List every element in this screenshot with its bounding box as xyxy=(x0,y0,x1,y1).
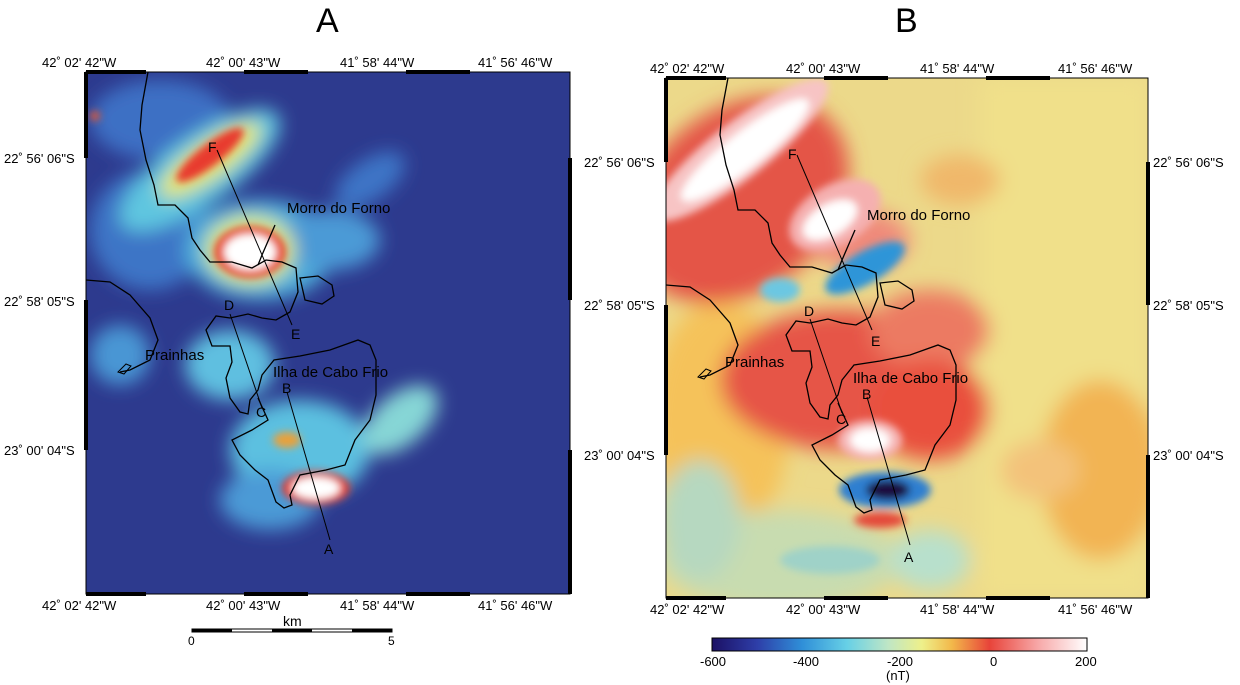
panel-a-anomaly-field xyxy=(86,72,570,594)
a-point-a: A xyxy=(324,541,334,557)
a-lat-left-3: 23˚ 00' 04"S xyxy=(4,443,75,458)
a-point-f: F xyxy=(208,139,217,155)
b-lon-bottom-1: 42˚ 02' 42"W xyxy=(650,602,725,617)
a-lon-bottom-3: 41˚ 58' 44"W xyxy=(340,598,415,613)
b-lon-top-1: 42˚ 02' 42"W xyxy=(650,61,725,76)
a-lon-bottom-2: 42˚ 00' 43"W xyxy=(206,598,281,613)
a-lon-top-3: 41˚ 58' 44"W xyxy=(340,55,415,70)
colorbar-tick-neg200: -200 xyxy=(887,654,914,669)
b-lon-top-2: 42˚ 00' 43"W xyxy=(786,61,861,76)
a-point-b: B xyxy=(282,380,292,396)
scale-bar-unit: km xyxy=(283,613,302,629)
b-label-ilha-de-cabo-frio: Ilha de Cabo Frio xyxy=(853,370,969,387)
b-point-e: E xyxy=(871,333,881,349)
b-label-morro-do-forno: Morro do Forno xyxy=(867,207,971,224)
a-lon-top-2: 42˚ 00' 43"W xyxy=(206,55,281,70)
b-point-d: D xyxy=(804,303,815,319)
a-point-c: C xyxy=(256,404,267,420)
a-lon-top-1: 42˚ 02' 42"W xyxy=(42,55,117,70)
colorbar-tick-neg400: -400 xyxy=(793,654,820,669)
panel-b-anomaly-field xyxy=(666,78,1148,598)
colorbar-tick-200: 200 xyxy=(1075,654,1097,669)
colorbar-tick-0: 0 xyxy=(990,654,998,669)
colorbar-unit: (nT) xyxy=(886,668,910,683)
b-point-f: F xyxy=(788,146,797,162)
b-lon-top-4: 41˚ 56' 46"W xyxy=(1058,61,1133,76)
b-lat-left-2: 22˚ 58' 05"S xyxy=(584,298,655,313)
a-label-prainhas: Prainhas xyxy=(145,347,205,364)
a-lon-bottom-4: 41˚ 56' 46"W xyxy=(478,598,553,613)
a-lat-left-1: 22˚ 56' 06"S xyxy=(4,151,75,166)
a-label-morro-do-forno: Morro do Forno xyxy=(287,200,391,217)
a-lon-top-4: 41˚ 56' 46"W xyxy=(478,55,553,70)
b-lon-bottom-2: 42˚ 00' 43"W xyxy=(786,602,861,617)
a-point-d: D xyxy=(224,297,235,313)
a-point-e: E xyxy=(291,326,301,342)
a-lat-left-2: 22˚ 58' 05"S xyxy=(4,294,75,309)
b-point-b: B xyxy=(862,386,872,402)
scale-bar xyxy=(191,628,393,633)
b-label-prainhas: Prainhas xyxy=(725,354,785,371)
b-point-c: C xyxy=(836,411,847,427)
scale-bar-start: 0 xyxy=(188,634,195,648)
b-lon-top-3: 41˚ 58' 44"W xyxy=(920,61,995,76)
b-lon-bottom-4: 41˚ 56' 46"W xyxy=(1058,602,1133,617)
panel-a-title: A xyxy=(316,2,339,40)
colorbar-tick-neg600: -600 xyxy=(700,654,727,669)
panel-b-title: B xyxy=(895,2,918,40)
b-lat-right-2: 22˚ 58' 05"S xyxy=(1153,298,1224,313)
a-lon-bottom-1: 42˚ 02' 42"W xyxy=(42,598,117,613)
b-lat-right-1: 22˚ 56' 06"S xyxy=(1153,155,1224,170)
b-lon-bottom-3: 41˚ 58' 44"W xyxy=(920,602,995,617)
b-lat-right-3: 23˚ 00' 04"S xyxy=(1153,448,1224,463)
b-lat-left-1: 22˚ 56' 06"S xyxy=(584,155,655,170)
a-label-ilha-de-cabo-frio: Ilha de Cabo Frio xyxy=(273,364,389,381)
b-lat-left-3: 23˚ 00' 04"S xyxy=(584,448,655,463)
colorbar xyxy=(711,637,1088,652)
b-point-a: A xyxy=(904,549,914,565)
scale-bar-end: 5 xyxy=(388,634,395,648)
